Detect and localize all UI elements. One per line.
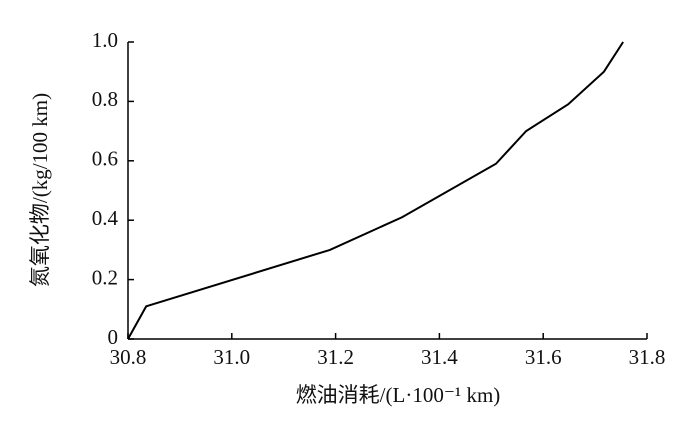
x-tick-label: 31.0 — [213, 345, 250, 369]
x-tick-label: 31.2 — [317, 345, 354, 369]
line-series — [127, 41, 624, 340]
y-tick-label: 1.0 — [92, 28, 118, 52]
x-tick-label: 30.8 — [110, 345, 147, 369]
y-tick-label: 0 — [108, 325, 119, 349]
y-tick-label: 0.6 — [92, 147, 118, 171]
x-tick-label: 31.4 — [421, 345, 458, 369]
y-axis-label: 氮氧化物/(kg/100 km) — [28, 93, 52, 287]
y-tick-label: 0.4 — [92, 206, 119, 230]
x-tick-label: 31.6 — [525, 345, 562, 369]
y-tick-label: 0.2 — [92, 265, 118, 289]
y-tick-label: 0.8 — [92, 87, 118, 111]
x-tick-label: 31.8 — [629, 345, 666, 369]
x-axis-label: 燃油消耗/(L·100⁻¹ km) — [296, 383, 501, 407]
